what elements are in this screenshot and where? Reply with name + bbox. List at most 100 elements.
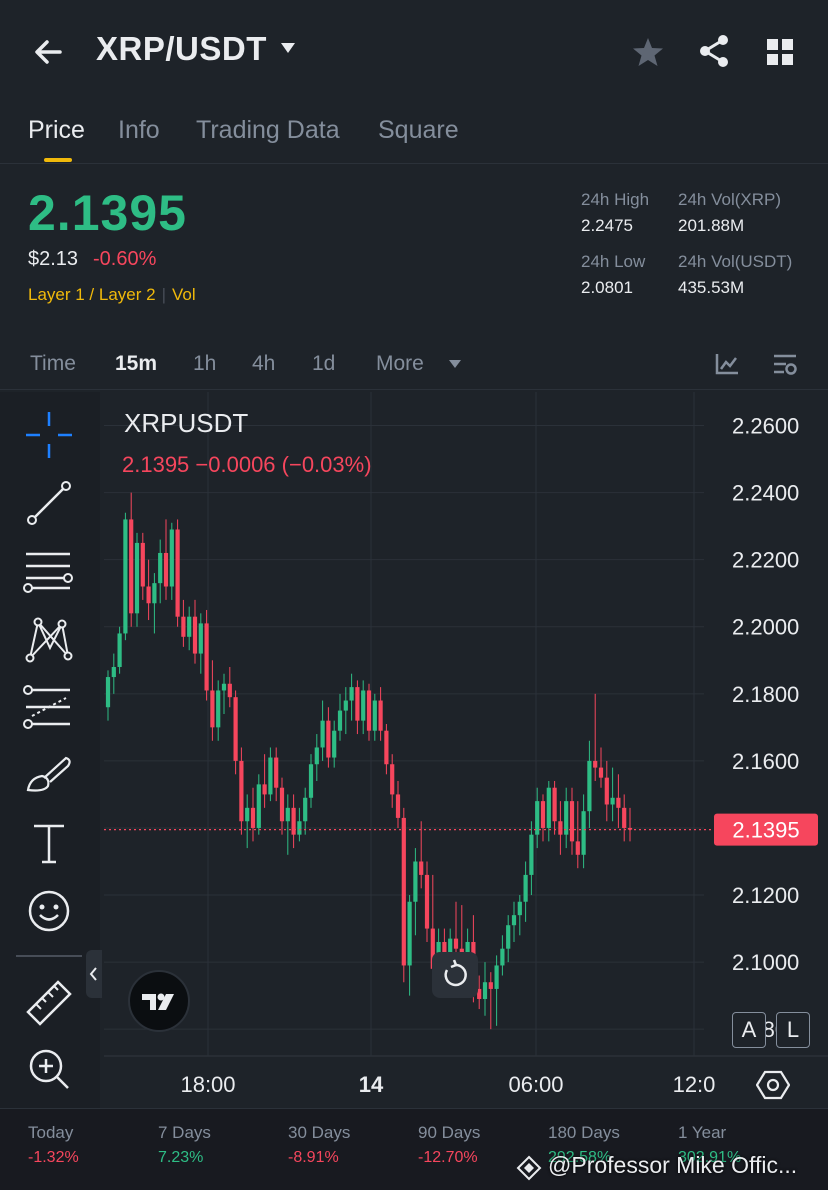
grid-icon[interactable] [766, 38, 794, 66]
candle [146, 586, 151, 604]
tradingview-icon [142, 993, 174, 1010]
y-tick-label: 2.2600 [732, 414, 799, 439]
toolbar-divider [16, 955, 82, 957]
candle [581, 811, 586, 855]
candle [123, 519, 128, 634]
candle [627, 827, 633, 830]
perf-180d: 180 Days 292.58% [548, 1123, 620, 1166]
tab-square[interactable]: Square [378, 116, 459, 144]
candle [204, 623, 209, 691]
fib-icon[interactable] [22, 680, 76, 734]
tradingview-logo[interactable] [128, 970, 190, 1032]
active-tab-indicator [44, 158, 72, 162]
reset-chart-button[interactable] [432, 952, 478, 998]
candle [250, 807, 256, 828]
candle [604, 777, 609, 805]
last-price-tag [714, 813, 818, 846]
candle [419, 861, 424, 875]
candle [117, 633, 122, 667]
last-price: 2.1395 [28, 185, 187, 241]
horizontal-lines-icon[interactable] [22, 544, 76, 598]
watermark: @Professor Mike Offic... [548, 1152, 798, 1178]
chart-type-icon[interactable] [756, 1068, 790, 1102]
perf-today: Today -1.32% [28, 1123, 79, 1166]
candle [355, 687, 360, 721]
candle [361, 690, 366, 721]
perf-30d: 30 Days -8.91% [288, 1123, 351, 1166]
candle [274, 757, 279, 788]
price-chart[interactable]: 2.26002.24002.22002.20002.18002.16002.14… [104, 392, 828, 1108]
auto-scale-button[interactable]: A [732, 1012, 766, 1048]
indicator-icon[interactable] [714, 352, 740, 376]
candle [535, 801, 540, 835]
drawing-toolbar [0, 392, 100, 1108]
tag-layer[interactable]: Layer 1 / Layer 2 [28, 285, 156, 304]
candle [187, 616, 192, 637]
interval-1d[interactable]: 1d [312, 352, 336, 375]
y-tick-label: 2.2400 [732, 481, 799, 506]
pair-title[interactable]: XRP/USDT [96, 30, 267, 67]
candle [210, 690, 215, 728]
candle [523, 874, 528, 902]
candle [552, 787, 557, 822]
candle [129, 519, 134, 614]
brush-icon[interactable] [22, 748, 76, 802]
y-tick-label: 2.2200 [732, 548, 799, 573]
interval-15m[interactable]: 15m [115, 352, 158, 375]
interval-bar: Time 15m 1h 4h 1d More [0, 340, 828, 390]
candle [500, 948, 505, 966]
tag-vol[interactable]: Vol [172, 285, 196, 304]
candle [349, 687, 354, 701]
star-icon[interactable] [632, 36, 664, 68]
stat-low-value: 2.0801 [581, 278, 633, 297]
log-scale-button[interactable]: L [776, 1012, 810, 1048]
stat-vol-quote-value: 435.53M [678, 278, 745, 297]
stat-vol-base-label: 24h Vol(XRP) [678, 190, 781, 209]
perf-7d: 7 Days 7.23% [158, 1123, 211, 1166]
candle [477, 988, 482, 999]
tab-price[interactable]: Price [28, 116, 85, 144]
candle [540, 801, 546, 828]
candle [181, 616, 186, 637]
candle [326, 720, 331, 758]
zoom-in-icon[interactable] [22, 1042, 76, 1096]
trend-line-icon[interactable] [22, 476, 76, 530]
text-icon[interactable] [22, 816, 76, 870]
y-tick-label: 2.1000 [732, 950, 799, 975]
caret-down-icon[interactable] [448, 359, 462, 369]
candle [564, 801, 569, 835]
interval-1h[interactable]: 1h [193, 352, 217, 375]
back-arrow-icon[interactable] [30, 34, 66, 70]
candle [279, 787, 285, 822]
toolbar-collapse-tab[interactable] [86, 950, 102, 998]
candle [372, 700, 377, 731]
stat-vol-base-value: 201.88M [678, 216, 745, 235]
caret-down-icon[interactable] [280, 42, 296, 54]
emoji-icon[interactable] [22, 884, 76, 938]
candle [262, 784, 267, 795]
candle [216, 690, 221, 728]
candlestick-chart[interactable]: 2.26002.24002.22002.20002.18002.16002.14… [104, 392, 828, 1108]
crosshair-icon[interactable] [22, 408, 76, 462]
candle [256, 784, 261, 828]
candle [227, 683, 232, 698]
candle [111, 666, 116, 678]
tab-trading-data[interactable]: Trading Data [196, 116, 340, 144]
candle [198, 623, 203, 654]
ruler-icon[interactable] [22, 974, 76, 1028]
interval-4h[interactable]: 4h [252, 352, 276, 375]
chart-settings-icon[interactable] [772, 352, 798, 376]
candle [192, 616, 198, 654]
candle [453, 938, 459, 949]
candle [314, 747, 319, 765]
candle [337, 710, 343, 731]
interval-more[interactable]: More [376, 352, 424, 375]
y-tick-label: 2.1800 [732, 682, 799, 707]
stat-vol-quote-label: 24h Vol(USDT) [678, 252, 793, 271]
tab-info[interactable]: Info [118, 116, 160, 144]
share-icon[interactable] [698, 34, 730, 68]
interval-time[interactable]: Time [30, 352, 76, 375]
top-bar: XRP/USDT [0, 0, 828, 100]
pattern-icon[interactable] [22, 612, 76, 666]
candle [546, 787, 551, 828]
